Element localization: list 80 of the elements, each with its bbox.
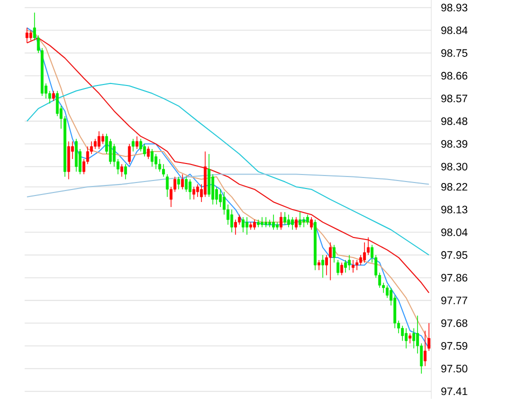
y-tick-label: 97.50: [441, 364, 468, 372]
candlestick: [112, 144, 116, 168]
candlestick: [318, 260, 320, 271]
line-series: [26, 82, 430, 256]
candlestick: [177, 176, 180, 190]
line-series: [26, 174, 430, 198]
candlestick: [352, 260, 355, 274]
candlestick: [283, 212, 286, 226]
candlestick: [363, 242, 366, 263]
candlestick: [196, 184, 200, 198]
candlestick: [238, 214, 241, 226]
candlestick: [242, 216, 245, 233]
candlestick: [294, 216, 298, 230]
candlestick: [26, 27, 28, 44]
candlestick: [146, 146, 150, 160]
line-series: [26, 37, 430, 294]
y-tick-label: 98.93: [441, 4, 468, 12]
y-tick-label: 97.59: [441, 342, 468, 350]
candlestick: [246, 216, 248, 236]
y-tick-label: 98.13: [441, 206, 468, 214]
y-tick-label: 97.68: [441, 319, 468, 328]
candlestick: [188, 178, 192, 200]
candlestick: [306, 214, 309, 226]
candlestick: [340, 262, 344, 276]
candlestick: [143, 144, 146, 157]
candlestick: [348, 254, 351, 271]
candlestick: [408, 332, 412, 344]
candlestick: [291, 216, 294, 230]
candlestick: [328, 242, 332, 281]
candlestick: [404, 328, 408, 349]
candlestick: [264, 216, 268, 228]
candlestick: [253, 219, 256, 230]
candlestick: [101, 133, 104, 144]
candlestick: [287, 214, 290, 228]
candlestick: [344, 260, 347, 274]
y-tick-label: 97.77: [441, 296, 468, 304]
candlestick: [321, 254, 324, 278]
y-tick-label: 98.48: [441, 117, 468, 126]
candlestick: [310, 216, 313, 230]
y-tick-label: 98.75: [441, 49, 468, 57]
candlestick: [52, 90, 55, 102]
candlestick: [120, 164, 124, 178]
candlestick: [124, 164, 127, 180]
candlestick: [332, 244, 336, 263]
candlestick: [136, 136, 138, 150]
candlestick: [29, 30, 32, 41]
candlestick: [218, 189, 222, 208]
y-tick-label: 97.41: [441, 388, 468, 396]
candlestick: [298, 212, 302, 228]
candlestick: [400, 325, 404, 342]
candlestick: [428, 322, 430, 352]
candlestick: [108, 138, 112, 165]
candlestick: [128, 144, 131, 165]
candlestick: [359, 254, 362, 266]
y-tick-label: 97.86: [441, 274, 468, 282]
candlestick: [412, 328, 416, 349]
y-tick-label: 98.30: [441, 162, 468, 170]
candlestick: [280, 212, 282, 230]
candlestick: [424, 330, 427, 367]
candlestick: [336, 260, 340, 276]
candlestick: [260, 216, 264, 228]
candlestick: [150, 148, 154, 168]
y-tick-label: 98.66: [441, 72, 468, 80]
candlestick: [98, 130, 100, 150]
candlestick: [355, 260, 358, 271]
candlestick: [192, 186, 196, 200]
candlestick: [166, 174, 169, 198]
candlestick: [181, 174, 184, 190]
candlestick: [154, 154, 158, 170]
candlestick: [302, 216, 306, 228]
candlestick: [234, 219, 237, 236]
y-tick-label: 97.95: [441, 251, 468, 259]
y-tick-label: 98.84: [441, 26, 468, 34]
y-tick-label: 98.22: [441, 183, 468, 191]
candlestick: [272, 214, 275, 230]
y-tick-label: 98.39: [441, 140, 468, 148]
y-tick-label: 98.57: [441, 94, 468, 102]
candlestick: [162, 164, 165, 178]
y-tick-label: 98.04: [441, 228, 468, 236]
candlestick: [132, 138, 135, 152]
